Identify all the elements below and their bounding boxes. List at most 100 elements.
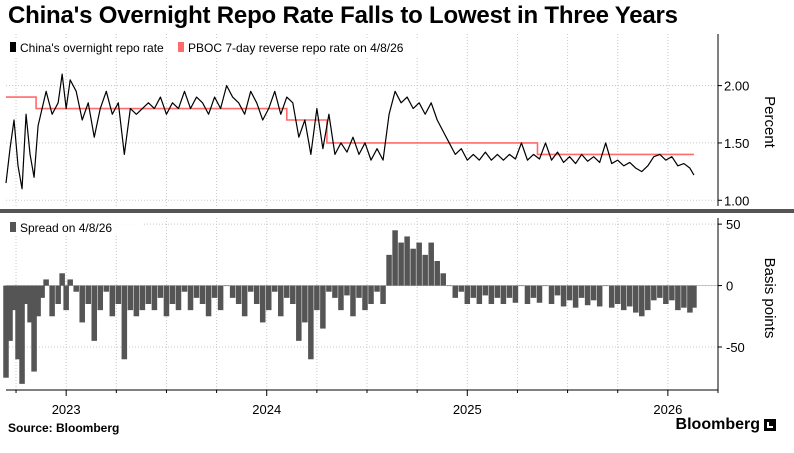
spread-bar xyxy=(596,285,603,307)
spread-bar xyxy=(35,285,41,317)
spread-bar xyxy=(446,285,453,287)
spread-bar xyxy=(380,285,386,304)
spread-bar xyxy=(133,285,140,317)
spread-bar xyxy=(452,285,459,298)
spread-bar xyxy=(657,285,663,298)
spread-bar xyxy=(428,242,434,286)
spread-bar xyxy=(602,285,609,287)
spread-bar xyxy=(145,285,152,304)
spread-bar xyxy=(374,285,380,292)
spread-bar xyxy=(151,285,158,311)
series-line-pboc xyxy=(6,96,694,156)
x-tick-label: 2024 xyxy=(252,402,281,417)
spread-bar xyxy=(109,285,116,317)
spread-bar xyxy=(548,285,555,304)
spread-bar xyxy=(259,285,266,323)
spread-bar xyxy=(253,285,260,304)
y-axis-label-bottom: Basis points xyxy=(761,258,778,339)
grid-layer xyxy=(0,34,794,390)
spread-bar xyxy=(199,285,206,304)
spread-bar xyxy=(247,285,254,292)
spread-bar xyxy=(278,285,284,317)
legend-bottom: Spread on 4/8/26 xyxy=(4,218,144,236)
spread-bar xyxy=(79,285,85,323)
spread-bar xyxy=(73,285,79,292)
spread-bar xyxy=(27,285,33,323)
spread-bar xyxy=(470,285,477,298)
series-layer xyxy=(3,73,697,384)
spread-bar xyxy=(211,285,218,298)
y-tick-label: 2.00 xyxy=(724,79,749,94)
legend-swatch-pboc xyxy=(178,42,184,52)
spread-bar xyxy=(91,285,98,341)
spread-bar xyxy=(578,285,585,298)
y-tick-label: 1.00 xyxy=(724,193,749,208)
spread-bar xyxy=(271,285,278,292)
spread-bar xyxy=(633,285,639,313)
spread-bar xyxy=(19,285,25,384)
spread-bar xyxy=(49,285,55,317)
legend-label-pboc: PBOC 7-day reverse repo rate on 4/8/26 xyxy=(188,41,404,55)
spread-bar xyxy=(687,285,693,313)
spread-bar xyxy=(488,285,495,304)
spread-bar xyxy=(584,285,591,306)
spread-bar xyxy=(410,248,416,286)
spread-bar xyxy=(626,285,633,307)
spread-bar xyxy=(542,285,549,287)
spread-bar xyxy=(338,285,344,311)
spread-bar xyxy=(11,285,17,311)
spread-bar xyxy=(235,285,242,304)
spread-bar xyxy=(560,285,567,307)
spread-bar xyxy=(362,285,368,311)
spread-bar xyxy=(476,285,483,304)
spread-bar xyxy=(506,285,513,298)
spread-bar xyxy=(31,285,37,372)
spread-bar xyxy=(326,285,332,292)
spread-bar xyxy=(422,254,428,286)
spread-bar xyxy=(290,285,296,304)
legend-swatch-spread xyxy=(10,222,16,232)
spread-bar xyxy=(193,285,200,298)
spread-bar xyxy=(350,285,356,317)
spread-bar xyxy=(398,242,404,286)
spread-bar xyxy=(368,285,374,304)
spread-bar xyxy=(302,285,308,323)
spread-bar xyxy=(63,285,69,311)
spread-bar xyxy=(217,285,224,311)
spread-bar xyxy=(332,285,338,298)
spread-bar xyxy=(651,285,657,301)
spread-bar xyxy=(139,285,146,311)
spread-bar xyxy=(115,285,122,304)
spread-bar xyxy=(97,285,104,311)
spread-bar xyxy=(500,285,507,304)
spread-bar xyxy=(675,285,681,311)
brand-name: Bloomberg xyxy=(675,416,760,433)
x-tick-label: 2026 xyxy=(653,402,682,417)
spread-bar xyxy=(205,285,212,317)
spread-bar xyxy=(572,285,579,308)
spread-bar xyxy=(121,285,128,360)
spread-bar xyxy=(85,285,91,304)
spread-bar xyxy=(39,285,45,298)
bloomberg-terminal-icon xyxy=(764,419,776,431)
spread-bar xyxy=(608,285,615,308)
spread-bar xyxy=(175,285,182,311)
y-tick-label: -50 xyxy=(726,340,745,355)
bloomberg-logo: Bloomberg xyxy=(676,416,776,434)
legend-bottom-background xyxy=(4,218,144,236)
spread-bar xyxy=(223,285,230,287)
y-tick-label: 50 xyxy=(726,217,740,232)
spread-bar xyxy=(296,285,302,341)
spread-bar xyxy=(7,285,13,341)
legend-top-background xyxy=(4,38,424,58)
y-tick-label: 1.50 xyxy=(724,136,749,151)
spread-bar xyxy=(43,279,49,286)
spread-bar xyxy=(404,236,410,286)
spread-bar xyxy=(157,285,164,298)
spread-bar xyxy=(434,261,440,286)
x-tick-label: 2023 xyxy=(52,402,81,417)
spread-bar xyxy=(229,285,236,298)
spread-bar xyxy=(67,279,73,286)
spread-bar xyxy=(55,285,61,304)
